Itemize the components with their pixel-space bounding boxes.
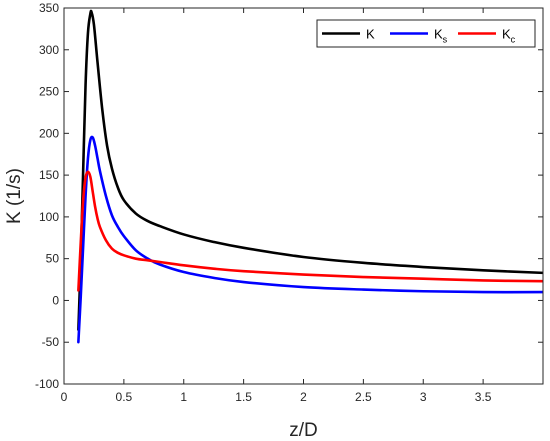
y-tick-label: -100 [35,377,59,391]
legend-label: Ks [434,27,448,45]
series-layer [77,9,543,344]
y-tick-label: 0 [52,293,59,307]
legend-label: K [366,27,375,42]
x-tick-label: 1.5 [235,390,252,404]
y-tick-label: 250 [39,85,59,99]
x-tick-label: 3.5 [475,390,492,404]
x-axis-label: z/D [289,420,318,441]
x-tick-label: 0.5 [116,390,133,404]
series-line-ks [77,135,543,344]
series-line-kc [77,170,543,292]
x-tick-label: 1 [180,390,187,404]
y-tick-label: 300 [39,43,59,57]
x-tick-label: 2 [300,390,307,404]
y-tick-label: 200 [39,126,59,140]
legend-label: Kc [502,27,516,45]
series-line-k [77,9,543,331]
tick-labels: 0 0.5 1 1.5 2 2.5 3 3.5 -100 -50 0 50 100 150 200 250 30… [35,1,492,404]
y-tick-label: 50 [46,252,60,266]
x-tick-label: 0 [61,390,68,404]
legend: K Ks Kc [316,19,536,48]
y-axis-label: K (1/s) [4,168,25,224]
y-tick-label: -50 [42,335,60,349]
x-tick-label: 3 [420,390,427,404]
plot-frame [63,7,544,385]
plot-area [64,8,543,384]
x-tick-label: 2.5 [355,390,372,404]
y-tick-label: 150 [39,168,59,182]
y-tick-label: 350 [39,1,59,15]
y-tick-label: 100 [39,210,59,224]
